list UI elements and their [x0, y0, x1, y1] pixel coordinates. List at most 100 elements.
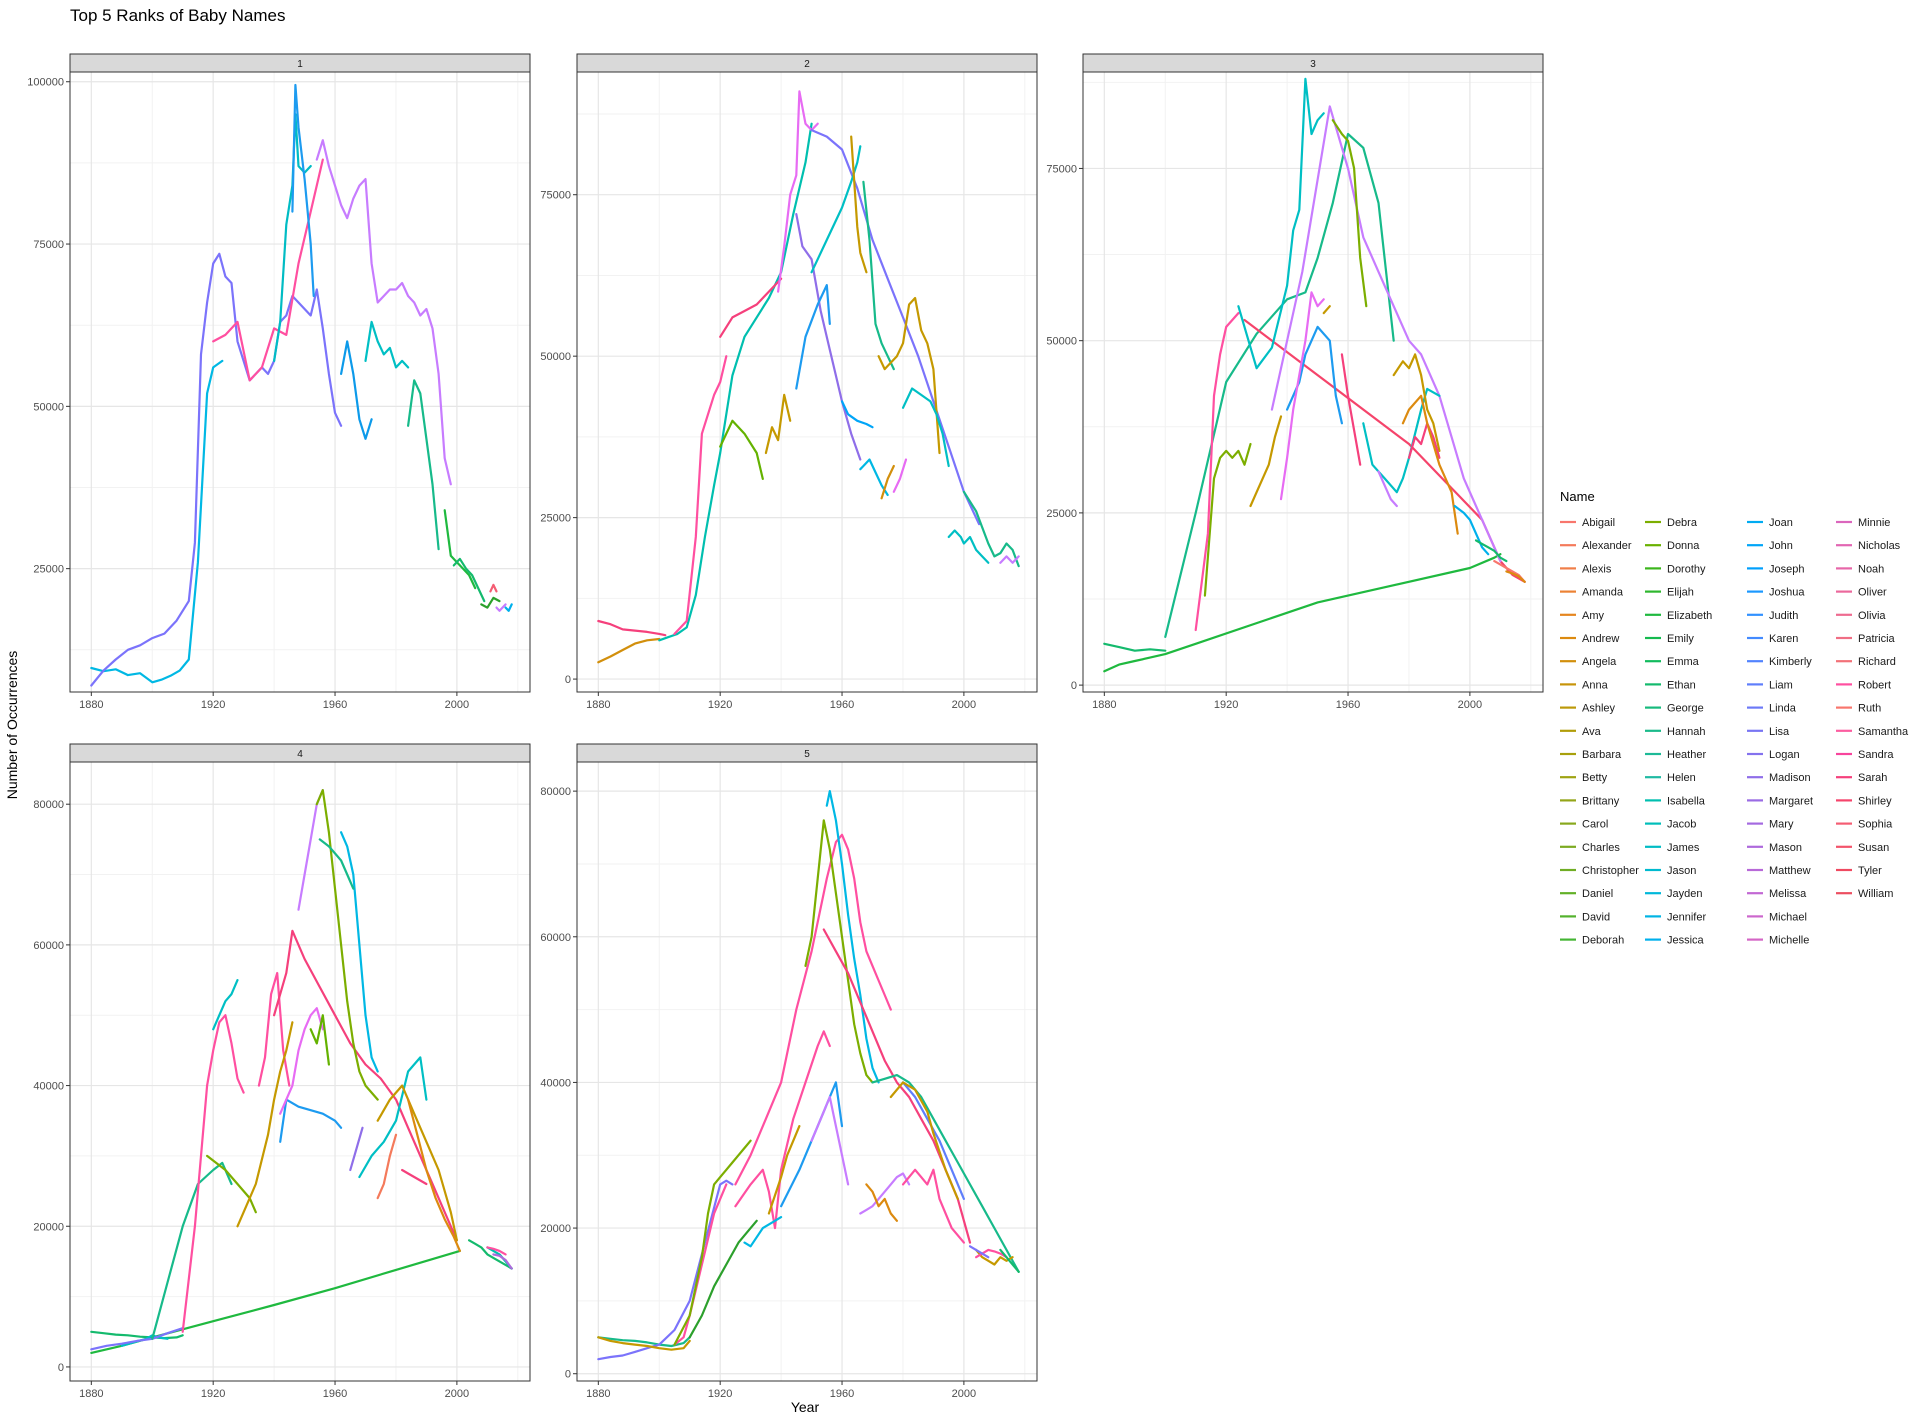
series-line-betty — [767, 1124, 801, 1215]
legend-label: Charles — [1582, 842, 1620, 854]
series-line-richard — [795, 213, 862, 461]
legend-item: Tyler — [1836, 865, 1882, 877]
facet-strip-label: 4 — [297, 749, 303, 760]
legend-label: Karen — [1769, 633, 1798, 645]
series-line-robert — [673, 355, 728, 636]
series-line-michelle — [859, 1172, 911, 1215]
series-line-ruth — [1194, 312, 1240, 632]
legend-item: Liam — [1747, 679, 1793, 691]
y-tick-label: 75000 — [1046, 163, 1077, 175]
series-line-amy — [865, 1183, 899, 1222]
series-line-george — [1164, 132, 1395, 639]
x-tick-label: 2000 — [445, 699, 469, 711]
legend-item: Dorothy — [1645, 563, 1706, 575]
legend-label: Kimberly — [1769, 656, 1812, 668]
legend-label: Heather — [1667, 749, 1706, 761]
legend-item: Jessica — [1645, 935, 1705, 947]
legend-label: Isabella — [1667, 795, 1706, 807]
y-tick-label: 0 — [565, 674, 571, 686]
x-tick-label: 2000 — [952, 699, 976, 711]
series-line-heather — [889, 1081, 959, 1201]
legend-label: Michelle — [1769, 935, 1809, 947]
series-line-andrew — [974, 1248, 1014, 1266]
legend-item: Mason — [1747, 842, 1802, 854]
legend-item: Shirley — [1836, 795, 1892, 807]
x-tick-label: 1960 — [323, 1388, 347, 1400]
legend-label: Patricia — [1858, 633, 1896, 645]
series-group — [597, 90, 1020, 664]
series-line-sarah — [597, 619, 667, 637]
series-line-sarah — [1407, 422, 1441, 459]
legend-item: Madison — [1747, 772, 1811, 784]
legend-item: Robert — [1836, 679, 1891, 691]
legend-label: Dorothy — [1667, 563, 1706, 575]
legend-label: Jason — [1667, 865, 1696, 877]
series-line-emily — [962, 490, 1020, 568]
legend-label: Deborah — [1582, 935, 1624, 947]
facet-strip-label: 3 — [1310, 59, 1316, 70]
legend-item: Minnie — [1836, 517, 1890, 529]
legend-item: Lisa — [1747, 726, 1790, 738]
series-line-mason — [492, 1253, 513, 1270]
x-axis-title: Year — [791, 1399, 820, 1415]
legend-item: Heather — [1645, 749, 1706, 761]
series-line-joseph — [1285, 325, 1344, 425]
legend-label: Logan — [1769, 749, 1800, 761]
y-tick-label: 75000 — [33, 239, 64, 251]
y-axis-title: Number of Occurrences — [4, 651, 20, 800]
series-line-michael — [315, 139, 452, 486]
series-line-brian — [358, 1056, 428, 1179]
legend-item: David — [1560, 911, 1610, 923]
plot-area — [577, 762, 1037, 1381]
legend-label: Jayden — [1667, 888, 1702, 900]
legend-item: Helen — [1645, 772, 1696, 784]
series-line-ruth — [181, 1014, 245, 1333]
panel-border — [1082, 71, 1544, 693]
legend-label: Tyler — [1858, 865, 1882, 877]
series-line-madison — [968, 1245, 990, 1259]
panel-border — [576, 71, 1038, 693]
legend-label: John — [1769, 540, 1793, 552]
legend-label: Daniel — [1582, 888, 1613, 900]
series-line-olivia — [486, 1246, 507, 1256]
legend-item: Abigail — [1560, 517, 1615, 529]
x-tick-label: 1960 — [1336, 699, 1360, 711]
legend-label: Judith — [1769, 610, 1798, 622]
series-line-jennifer — [340, 831, 379, 1073]
legend-label: Jessica — [1667, 935, 1705, 947]
legend-label: Samantha — [1858, 726, 1909, 738]
legend-label: Jennifer — [1667, 911, 1706, 923]
legend-item: Patricia — [1836, 633, 1896, 645]
series-line-patricia — [279, 1007, 324, 1115]
legend-item: Daniel — [1560, 888, 1613, 900]
legend-item: Karen — [1747, 633, 1798, 645]
facet-panel-3: 3 1880 1920 1960 2000 0 25000 50000 75000 — [1046, 53, 1544, 711]
legend-item: Susan — [1836, 842, 1889, 854]
series-line-alexander — [1505, 570, 1526, 583]
series-line-nancy — [318, 838, 355, 890]
legend-item: Debra — [1645, 517, 1698, 529]
legend-item: Logan — [1747, 749, 1800, 761]
series-line-susan — [810, 145, 862, 274]
legend-label: Noah — [1858, 563, 1884, 575]
plot-area — [70, 762, 530, 1381]
series-line-anna — [597, 1336, 691, 1351]
series-line-joseph — [859, 458, 889, 497]
legend-item: Ava — [1560, 726, 1602, 738]
series-line-noah — [495, 603, 507, 612]
legend-label: Olivia — [1858, 610, 1886, 622]
series-line-robert — [212, 158, 324, 382]
series-line-debra — [309, 1014, 330, 1066]
y-tick-label: 75000 — [540, 190, 571, 202]
legend-item: Jayden — [1645, 888, 1702, 900]
legend-label: Sophia — [1858, 819, 1893, 831]
legend-item: Betty — [1560, 772, 1608, 784]
series-line-emily — [443, 509, 477, 590]
series-line-patricia — [1279, 291, 1325, 501]
legend-label: Alexander — [1582, 540, 1632, 552]
legend-label: Ethan — [1667, 679, 1696, 691]
legend-item: Alexis — [1560, 563, 1612, 575]
